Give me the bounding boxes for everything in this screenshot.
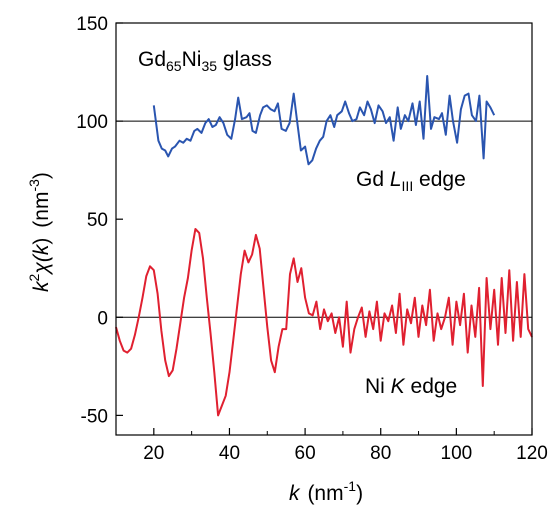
x-tick-label: 100 [441, 443, 473, 464]
y-axis-label: k2χ(k)(nm-3) [26, 172, 53, 292]
x-axis-label: k (nm-1) [289, 478, 363, 505]
annotation-main: Gd65Ni35 glass [138, 48, 272, 74]
series-label-gd: Gd LIII edge [356, 168, 466, 194]
series-line-0 [152, 75, 496, 166]
y-tick-label: 150 [76, 14, 108, 35]
series-layer [115, 75, 533, 417]
axis-ticks: 20 40 60 80 100 120 150 100 50 0 -50 [76, 14, 548, 464]
reference-lines [116, 120, 532, 318]
series-line-1 [115, 228, 533, 417]
x-tick-label: 60 [295, 443, 316, 464]
x-tick-label: 80 [370, 443, 391, 464]
x-tick-label: 40 [219, 443, 240, 464]
x-tick-label: 20 [143, 443, 164, 464]
x-tick-label: 120 [516, 443, 548, 464]
series-label-ni: Ni K edge [365, 375, 457, 398]
y-tick-label: 0 [97, 308, 108, 329]
plot-frame [115, 22, 533, 436]
y-tick-label: 50 [87, 210, 108, 231]
y-tick-label: -50 [81, 406, 108, 427]
y-tick-label: 100 [76, 112, 108, 133]
